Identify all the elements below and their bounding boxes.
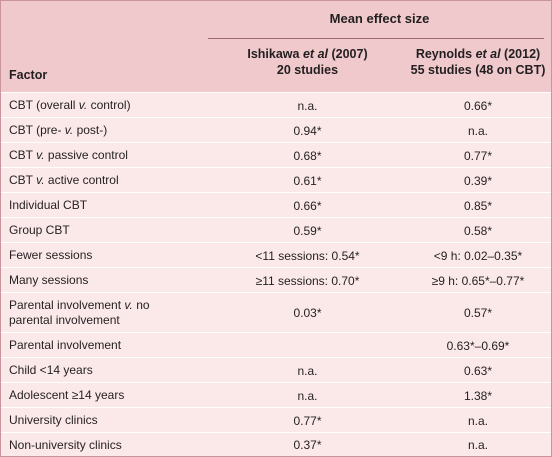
col2-author: Reynolds bbox=[415, 47, 473, 61]
ishikawa-value: 0.61* bbox=[293, 173, 322, 188]
factor-cell: Non-university clinics bbox=[9, 437, 122, 452]
factor-cell: Fewer sessions bbox=[9, 248, 93, 262]
table-row: Child <14 years n.a. 0.63* bbox=[1, 357, 551, 383]
factor-cell: CBT (overall v. control) bbox=[9, 98, 131, 112]
table-row: CBT (pre- v. post-) 0.94* n.a. bbox=[1, 117, 551, 143]
ishikawa-value: n.a. bbox=[297, 98, 318, 113]
ishikawa-value bbox=[210, 333, 405, 358]
reynolds-value: n.a. bbox=[467, 123, 488, 138]
table-row: Fewer sessions <11 sessions: 0.54* <9 h:… bbox=[1, 242, 551, 268]
ishikawa-value: n.a. bbox=[297, 388, 318, 403]
ishikawa-value: 0.77* bbox=[293, 413, 322, 428]
factor-cell: Individual CBT bbox=[9, 198, 88, 212]
factor-cell: Parental involvement bbox=[9, 338, 122, 352]
reynolds-value: 1.38* bbox=[463, 388, 493, 403]
table-row: CBT (overall v. control) n.a. 0.66* bbox=[1, 92, 551, 118]
factor-cell: Group CBT bbox=[9, 223, 70, 237]
ishikawa-value: 0.59* bbox=[293, 223, 322, 238]
reynolds-value: n.a. bbox=[467, 413, 488, 428]
table-row: Parental involvement 0.63*–0.69* bbox=[1, 332, 551, 358]
table-row: Non-university clinics 0.37* n.a. bbox=[1, 432, 551, 457]
reynolds-value: <9 h: 0.02–0.35* bbox=[433, 248, 523, 263]
table-row: University clinics 0.77* n.a. bbox=[1, 407, 551, 433]
ishikawa-column-heading: Ishikawa et al (2007) 20 studies bbox=[210, 46, 405, 78]
reynolds-value: 0.63* bbox=[463, 363, 493, 378]
table-header: Mean effect size Factor Ishikawa et al (… bbox=[1, 1, 551, 92]
reynolds-value: ≥9 h: 0.65*–0.77* bbox=[431, 273, 525, 288]
reynolds-value: 0.39* bbox=[463, 173, 493, 188]
factor-cell: Many sessions bbox=[9, 273, 89, 287]
reynolds-value: 0.85* bbox=[463, 198, 493, 213]
col2-year: (2012) bbox=[500, 47, 541, 61]
table-row: Individual CBT 0.66* 0.85* bbox=[1, 192, 551, 218]
factor-cell: Child <14 years bbox=[9, 363, 93, 377]
table-row: Group CBT 0.59* 0.58* bbox=[1, 217, 551, 243]
mean-effect-size-heading: Mean effect size bbox=[329, 11, 430, 26]
col2-studies: 55 studies (48 on CBT) bbox=[410, 63, 546, 77]
ishikawa-value: 0.03* bbox=[293, 306, 322, 320]
factor-cell: CBT v. active control bbox=[9, 173, 119, 187]
table-row: Adolescent ≥14 years n.a. 1.38* bbox=[1, 382, 551, 408]
factor-cell: University clinics bbox=[9, 413, 98, 427]
reynolds-value: 0.57* bbox=[463, 306, 493, 320]
factor-cell: CBT (pre- v. post-) bbox=[9, 123, 108, 137]
factor-cell: CBT v. passive control bbox=[9, 148, 128, 162]
reynolds-value: 0.66* bbox=[463, 98, 493, 113]
ishikawa-value: 0.94* bbox=[293, 123, 322, 138]
factor-column-heading: Factor bbox=[9, 68, 48, 82]
header-divider bbox=[208, 38, 544, 39]
reynolds-value: 0.58* bbox=[463, 223, 493, 238]
ishikawa-value: 0.66* bbox=[293, 198, 322, 213]
col1-year: (2007) bbox=[328, 47, 368, 61]
ishikawa-value: n.a. bbox=[297, 363, 318, 378]
ishikawa-value: 0.68* bbox=[293, 148, 322, 163]
reynolds-column-heading: Reynolds et al (2012) 55 studies (48 on … bbox=[405, 46, 551, 78]
factor-cell: Adolescent ≥14 years bbox=[9, 388, 125, 402]
ishikawa-value: <11 sessions: 0.54* bbox=[255, 248, 360, 263]
reynolds-value: 0.77* bbox=[463, 148, 493, 163]
table-row: CBT v. active control 0.61* 0.39* bbox=[1, 167, 551, 193]
reynolds-value: 0.63*–0.69* bbox=[446, 338, 510, 353]
col1-studies: 20 studies bbox=[276, 63, 339, 77]
ishikawa-value: 0.37* bbox=[293, 438, 322, 452]
table-row: CBT v. passive control 0.68* 0.77* bbox=[1, 142, 551, 168]
ishikawa-value: ≥11 sessions: 0.70* bbox=[255, 273, 360, 288]
col1-author: Ishikawa bbox=[247, 47, 300, 61]
table-row: Parental involvement v. no parental invo… bbox=[1, 292, 551, 333]
col1-etal: et al bbox=[302, 47, 328, 61]
factor-cell: Parental involvement v. no parental invo… bbox=[9, 298, 150, 327]
table-row: Many sessions ≥11 sessions: 0.70* ≥9 h: … bbox=[1, 267, 551, 293]
reynolds-value: n.a. bbox=[467, 438, 488, 452]
col2-etal: et al bbox=[475, 47, 501, 61]
